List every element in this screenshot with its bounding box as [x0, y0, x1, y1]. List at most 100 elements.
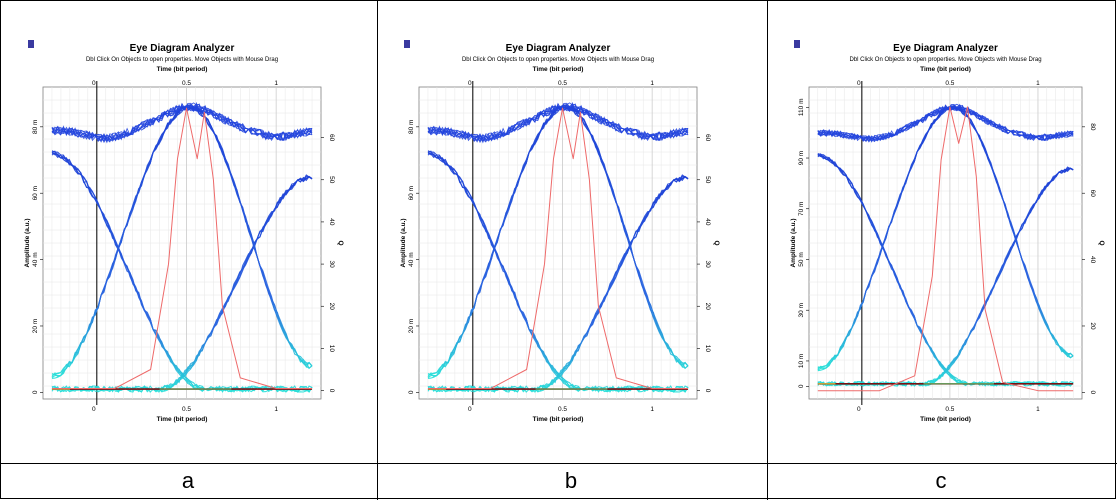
x-tick-label: 0.5: [182, 406, 191, 413]
eye-diagram-panel-b: Eye Diagram Analyzer Dbl Click On Objects…: [377, 1, 765, 461]
y-tick-label: 20 m: [408, 319, 415, 333]
eye-trace-rising: [427, 176, 689, 393]
x-tick-label-top: 0.5: [182, 80, 191, 87]
eye-diagram-chart: Eye Diagram Analyzer Dbl Click On Objects…: [24, 40, 344, 423]
table-divider: [1, 463, 1117, 464]
eye-trace-falling: [51, 151, 313, 393]
x-tick-label-top: 0: [857, 80, 861, 87]
eye-trace-top: [817, 106, 1074, 143]
y-tick-label: 10 m: [798, 354, 805, 368]
document-icon: [404, 40, 410, 48]
chart-subtitle: Dbl Click On Objects to open properties.…: [86, 57, 278, 63]
y-tick-label: 40 m: [408, 252, 415, 266]
y-axis-label: Amplitude (a.u.): [400, 218, 407, 267]
x-tick-label-top: 0: [92, 80, 96, 87]
y-tick-label: 60 m: [408, 186, 415, 200]
caption-a: a: [181, 468, 195, 493]
document-icon: [794, 40, 800, 48]
x-tick-label: 1: [1036, 406, 1040, 413]
eye-trace-rising: [817, 166, 1074, 387]
chart-title: Eye Diagram Analyzer: [506, 43, 611, 54]
eye-trace-falling: [817, 153, 1074, 387]
x-tick-label: 1: [274, 406, 278, 413]
eye-trace-bump: [817, 106, 1074, 371]
eye-diagram-chart: Eye Diagram Analyzer Dbl Click On Objects…: [790, 40, 1105, 423]
y-axis-label: Amplitude (a.u.): [790, 218, 797, 267]
eye-trace-rising: [817, 167, 1074, 387]
table-divider: [767, 1, 768, 500]
q-tick-label: 40: [704, 218, 711, 226]
q-tick-label: 60: [1089, 190, 1096, 198]
x-tick-label: 1: [650, 406, 654, 413]
eye-trace-rising: [427, 174, 689, 393]
y-tick-label: 30 m: [798, 303, 805, 317]
x-tick-label: 0.5: [945, 406, 954, 413]
q-tick-label: 60: [704, 134, 711, 142]
q-tick-label: 20: [704, 303, 711, 311]
y-tick-label: 70 m: [798, 202, 805, 216]
q-tick-label: 0: [328, 389, 335, 393]
eye-trace-bump: [427, 105, 689, 379]
eye-trace-top: [51, 104, 313, 144]
q-tick-label: 50: [328, 176, 335, 184]
q-axis-label: Q: [713, 240, 720, 245]
y-tick-label: 80 m: [408, 120, 415, 134]
q-tick-label: 40: [1089, 256, 1096, 264]
x-axis-label: Time (bit period): [157, 416, 208, 423]
q-tick-label: 0: [704, 389, 711, 393]
x-axis-top-label: Time (bit period): [533, 66, 584, 73]
eye-diagram-panel-c: Eye Diagram Analyzer Dbl Click On Objects…: [767, 1, 1115, 461]
y-tick-label: 0: [798, 384, 805, 388]
q-tick-label: 20: [1089, 322, 1096, 330]
y-tick-label: 0: [32, 390, 39, 394]
q-tick-label: 20: [328, 303, 335, 311]
table-divider: [377, 1, 378, 500]
q-tick-label: 10: [328, 345, 335, 353]
x-tick-label-top: 1: [1036, 80, 1040, 87]
q-tick-label: 40: [328, 218, 335, 226]
q-tick-label: 0: [1089, 391, 1096, 395]
q-axis-label: Q: [337, 240, 344, 245]
chart-subtitle: Dbl Click On Objects to open properties.…: [849, 57, 1041, 63]
x-axis-top-label: Time (bit period): [157, 66, 208, 73]
y-tick-label: 0: [408, 390, 415, 394]
y-tick-label: 80 m: [32, 120, 39, 134]
x-tick-label: 0: [857, 406, 861, 413]
q-factor-curve: [428, 107, 688, 389]
q-tick-label: 80: [1089, 123, 1096, 131]
chart-title: Eye Diagram Analyzer: [893, 43, 998, 54]
x-tick-label: 0.5: [558, 406, 567, 413]
eye-trace-rising: [51, 176, 313, 393]
document-icon: [28, 40, 34, 48]
y-tick-label: 40 m: [32, 252, 39, 266]
x-tick-label-top: 0: [468, 80, 472, 87]
q-axis-label: Q: [1098, 240, 1105, 245]
caption-c: c: [935, 468, 947, 493]
y-tick-label: 90 m: [798, 151, 805, 165]
x-tick-label-top: 0.5: [945, 80, 954, 87]
x-tick-label-top: 0.5: [558, 80, 567, 87]
eye-trace-bump: [51, 105, 313, 379]
q-tick-label: 30: [704, 260, 711, 268]
eye-trace-rising: [51, 174, 313, 393]
x-axis-label: Time (bit period): [533, 416, 584, 423]
q-factor-curve: [817, 106, 1074, 392]
caption-b: b: [564, 468, 578, 493]
chart-subtitle: Dbl Click On Objects to open properties.…: [462, 57, 654, 63]
q-tick-label: 30: [328, 260, 335, 268]
eye-diagram-panel-a: Eye Diagram Analyzer Dbl Click On Objects…: [1, 1, 375, 461]
y-tick-label: 20 m: [32, 319, 39, 333]
q-tick-label: 60: [328, 134, 335, 142]
y-axis-label: Amplitude (a.u.): [24, 218, 31, 267]
y-tick-label: 60 m: [32, 186, 39, 200]
x-axis-top-label: Time (bit period): [920, 66, 971, 73]
chart-title: Eye Diagram Analyzer: [130, 43, 235, 54]
y-tick-label: 50 m: [798, 252, 805, 266]
eye-diagram-chart: Eye Diagram Analyzer Dbl Click On Objects…: [400, 40, 720, 423]
x-tick-label: 0: [468, 406, 472, 413]
eye-trace-top: [427, 104, 689, 144]
x-tick-label-top: 1: [650, 80, 654, 87]
eye-trace-falling: [427, 151, 689, 393]
q-factor-curve: [52, 107, 312, 389]
